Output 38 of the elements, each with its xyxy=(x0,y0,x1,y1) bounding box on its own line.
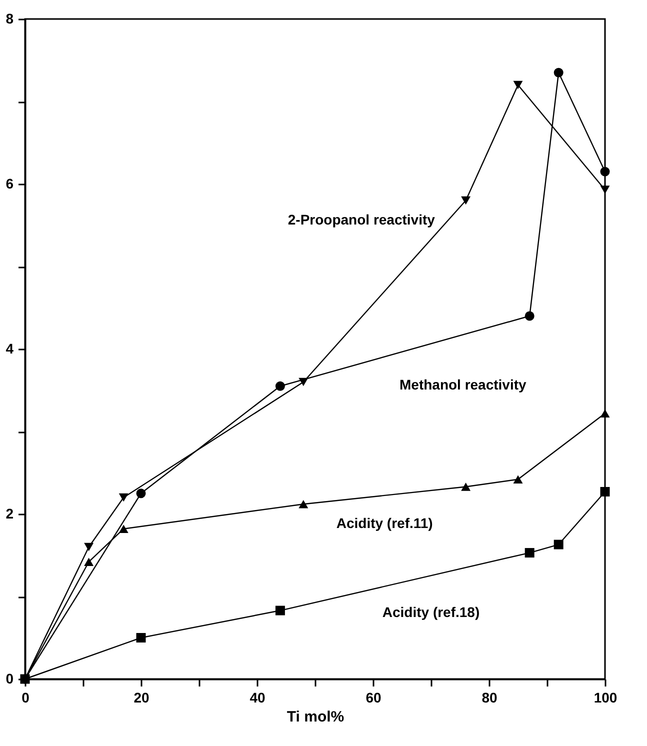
series-label: Acidity (ref.11) xyxy=(336,514,433,531)
point xyxy=(461,196,471,205)
point xyxy=(136,488,146,498)
point xyxy=(275,381,285,391)
x-axis-title: Ti mol% xyxy=(286,708,344,726)
y-tick-label: 8 xyxy=(6,10,14,26)
point xyxy=(600,486,610,496)
x-tick-label: 0 xyxy=(22,690,30,706)
point xyxy=(84,558,94,566)
point xyxy=(513,80,523,90)
point xyxy=(84,542,94,552)
x-tick-label: 20 xyxy=(134,690,150,706)
x-tick-label: 40 xyxy=(250,690,266,706)
series-label: 2-Proopanol reactivity xyxy=(288,211,436,228)
point xyxy=(600,409,610,418)
point xyxy=(600,186,610,194)
point xyxy=(118,493,128,502)
x-tick-label: 80 xyxy=(482,690,498,706)
point xyxy=(513,475,523,484)
series-label: Methanol reactivity xyxy=(399,376,527,392)
y-tick-label: 2 xyxy=(6,506,14,522)
point xyxy=(554,540,564,550)
point xyxy=(524,311,534,321)
point xyxy=(600,166,610,176)
y-tick-label: 6 xyxy=(6,176,14,192)
point xyxy=(461,482,471,491)
point xyxy=(524,548,534,558)
point xyxy=(118,524,128,533)
series-label: Acidity (ref.18) xyxy=(382,604,480,620)
point xyxy=(275,606,285,616)
x-tick-label: 100 xyxy=(594,690,618,706)
point xyxy=(298,378,308,386)
point xyxy=(554,68,564,78)
y-tick-label: 4 xyxy=(6,340,14,356)
point xyxy=(298,500,308,508)
point xyxy=(136,633,146,642)
x-tick-label: 60 xyxy=(366,690,382,706)
y-tick-label: 0 xyxy=(6,670,14,686)
